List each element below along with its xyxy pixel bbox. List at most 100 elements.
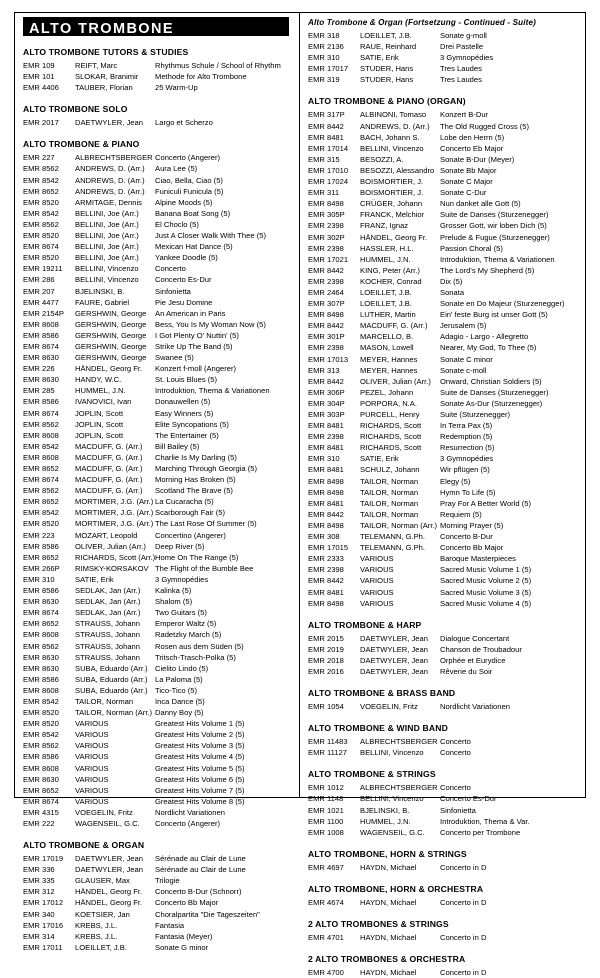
entry-work-title: Shalom (5)	[155, 597, 193, 607]
catalog-entry-row: EMR 8520 MORTIMER, J.G. (Arr.) The Last Ro…	[23, 518, 293, 529]
entry-work-title: The Flight of the Bumble Bee	[155, 563, 254, 573]
entry-catalog-number: EMR 8542	[23, 175, 59, 185]
entry-composer: RICHARDS, Scott	[360, 432, 422, 442]
entry-catalog-number: EMR 8520	[23, 708, 59, 718]
entry-composer: TAILOR, Norman	[75, 696, 134, 706]
catalog-entry-row: EMR 2464 LOEILLET, J.B. Sonata	[308, 287, 579, 298]
entry-composer: RIMSKY-KORSAKOV	[75, 563, 149, 573]
entry-composer: MORTIMER, J.G. (Arr.)	[75, 519, 154, 529]
entry-work-title: Greatest Hits Volume 4 (5)	[155, 752, 245, 762]
entry-work-title: Sacred Music Volume 3 (5)	[440, 587, 532, 597]
entry-work-title: Deep River (5)	[155, 541, 205, 551]
entry-catalog-number: EMR 8498	[308, 520, 344, 530]
entry-composer: VARIOUS	[75, 796, 109, 806]
entry-catalog-number: EMR 315	[308, 154, 340, 164]
entry-catalog-number: EMR 8652	[23, 186, 59, 196]
entry-catalog-number: EMR 8674	[23, 796, 59, 806]
entry-catalog-number: EMR 2398	[308, 221, 344, 231]
catalog-entry-row: EMR 8562 BELLINI, Joe (Arr.) El Choclo (5)	[23, 219, 293, 230]
catalog-entry-row: EMR 8630 HANDY, W.C. St. Louis Blues (5)	[23, 374, 293, 385]
catalog-entry-row: EMR 8586 SUBA, Eduardo (Arr.) La Paloma (5…	[23, 674, 293, 685]
entry-work-title: Trilogie	[155, 876, 180, 886]
catalog-entry-row: EMR 17016 KREBS, J.L. Fantasia	[23, 920, 293, 931]
entry-catalog-number: EMR 19211	[23, 264, 63, 274]
entry-catalog-number: EMR 308	[308, 532, 340, 542]
entry-catalog-number: EMR 8520	[23, 231, 59, 241]
catalog-entry-row: EMR 207 BJELINSKI, B. Sinfonietta	[23, 286, 293, 297]
entry-work-title: Greatest Hits Volume 5 (5)	[155, 763, 245, 773]
catalog-entry-row: EMR 8652 MACDUFF, G. (Arr.) Marching Throu…	[23, 463, 293, 474]
catalog-entry-row: EMR 8498 TAILOR, Norman Elegy (5)	[308, 476, 579, 487]
entry-work-title: Konzert B-Dur	[440, 110, 489, 120]
section-heading-alto-trombone-organ: ALTO TROMBONE & ORGAN	[23, 840, 145, 851]
entry-composer: HÄNDEL, Georg Fr.	[75, 898, 143, 908]
entry-work-title: Wir pflügen (5)	[440, 465, 490, 475]
catalog-entry-row: EMR 303P PURCELL, Henry Suite (Sturzenegge…	[308, 409, 579, 420]
catalog-entry-row: EMR 17015 TELEMANN, G.Ph. Concerto Bb Majo…	[308, 542, 579, 553]
entry-work-title: Redemption (5)	[440, 432, 493, 442]
entry-composer: DAETWYLER, Jean	[360, 633, 428, 643]
entry-composer: WAGENSEIL, G.C.	[75, 819, 140, 828]
entry-composer: MACDUFF, G. (Arr.)	[75, 464, 143, 473]
entry-composer: SLOKAR, Branimir	[75, 72, 139, 82]
catalog-entry-row: EMR 4700 HAYDN, Michael Concerto in D	[308, 967, 579, 978]
catalog-entry-row: EMR 8442 TAILOR, Norman Requiem (5)	[308, 509, 579, 520]
entry-composer: SATIE, Erik	[360, 53, 399, 63]
entry-catalog-number: EMR 8442	[308, 321, 344, 331]
entry-composer: BELLINI, Vincenzo	[75, 264, 139, 274]
entry-composer: HANDY, W.C.	[75, 375, 122, 385]
entry-catalog-number: EMR 2398	[308, 276, 344, 286]
entry-catalog-number: EMR 8674	[23, 475, 59, 485]
catalog-entry-row: EMR 8652 STRAUSS, Johann Emperor Waltz (5)	[23, 618, 293, 629]
catalog-entry-row: EMR 223 MOZART, Leopold Concertino (Angere…	[23, 530, 293, 541]
entry-work-title: The Old Rugged Cross (5)	[440, 121, 530, 131]
entry-composer: JOPLIN, Scott	[75, 430, 124, 440]
entry-catalog-number: EMR 8481	[308, 443, 344, 453]
catalog-entry-row: EMR 2154P GERSHWIN, George An American in …	[23, 308, 293, 319]
catalog-entry-row: EMR 8562 STRAUSS, Johann Rosen aus dem Süd…	[23, 641, 293, 652]
catalog-entry-row: EMR 8674 BELLINI, Joe (Arr.) Mexican Hat D…	[23, 241, 293, 252]
entry-composer: TAUBER, Florian	[75, 83, 133, 93]
entry-composer: MORTIMER, J.G. (Arr.)	[75, 497, 154, 507]
entry-work-title: Alpine Moods (5)	[155, 197, 213, 207]
entry-work-title: Scotland The Brave (5)	[155, 486, 233, 496]
entry-composer: LOEILLET, J.B.	[360, 287, 412, 297]
entry-work-title: Introduktion, Thema & Var.	[440, 816, 530, 826]
entry-work-title: Dix (5)	[440, 276, 463, 286]
entry-catalog-number: EMR 2018	[308, 655, 344, 665]
entry-catalog-number: EMR 4406	[23, 83, 59, 93]
catalog-entry-row: EMR 1148 BELLINI, Vincenzo Concerto Es-Dur	[308, 793, 579, 804]
entry-catalog-number: EMR 8608	[23, 452, 59, 462]
entry-composer: LOEILLET, J.B.	[360, 31, 412, 40]
entry-work-title: Concerto in D	[440, 897, 487, 907]
entry-composer: PURCELL, Henry	[360, 410, 420, 419]
catalog-entry-row: EMR 8652 RICHARDS, Scott (Arr.) Home On Th…	[23, 552, 293, 563]
catalog-entry-row: EMR 2019 DAETWYLER, Jean Chanson de Trouba…	[308, 644, 579, 655]
entry-composer: MASON, Lowell	[360, 343, 414, 353]
entry-catalog-number: EMR 8608	[23, 630, 59, 640]
entry-composer: ARMITAGE, Dennis	[75, 197, 142, 207]
entry-composer: HAYDN, Michael	[360, 968, 417, 978]
catalog-entry-row: EMR 8498 CRÜGER, Johann Nun danket alle Go…	[308, 198, 579, 209]
catalog-entry-row: EMR 8520 TAILOR, Norman (Arr.) Danny Boy (…	[23, 707, 293, 718]
catalog-entry-row: EMR 8630 SEDLAK, Jan (Arr.) Shalom (5)	[23, 596, 293, 607]
entry-composer: SUBA, Eduardo (Arr.)	[75, 674, 148, 684]
entry-catalog-number: EMR 310	[308, 53, 340, 63]
entry-composer: RICHARDS, Scott (Arr.)	[75, 552, 155, 562]
entry-composer: JOPLIN, Scott	[75, 408, 124, 418]
entry-catalog-number: EMR 2398	[308, 343, 344, 353]
catalog-entry-row: EMR 109 REIFT, Marc Rhythmus Schule / Scho…	[23, 60, 293, 71]
entry-catalog-number: EMR 4697	[308, 862, 344, 872]
right-column-sections: Alto Trombone & Organ (Fortsetzung - Con…	[308, 18, 579, 978]
entry-work-title: Two Guitars (5)	[155, 608, 207, 618]
entry-composer: KREBS, J.L.	[75, 931, 118, 941]
entry-work-title: Tres Laudes	[440, 75, 482, 85]
entry-composer: VOEGELIN, Fritz	[360, 702, 418, 712]
entry-work-title: Sinfonietta	[440, 805, 476, 815]
entry-composer: ALBRECHTSBERGER	[360, 783, 438, 793]
entry-catalog-number: EMR 8481	[308, 465, 344, 475]
catalog-entry-row: EMR 8520 BELLINI, Joe (Arr.) Yankee Doodle…	[23, 252, 293, 263]
entry-catalog-number: EMR 8630	[23, 597, 59, 607]
catalog-entry-row: EMR 2333 VARIOUS Baroque Masterpieces	[308, 553, 579, 564]
entry-composer: SEDLAK, Jan (Arr.)	[75, 597, 141, 607]
